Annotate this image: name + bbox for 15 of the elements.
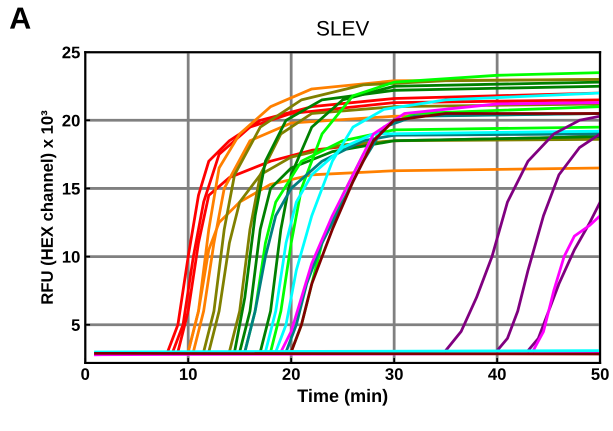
y-tick-label: 25 — [62, 46, 80, 58]
x-tick-label: 0 — [81, 368, 90, 380]
x-tick-label: 50 — [591, 368, 609, 380]
y-tick-label: 5 — [72, 319, 80, 331]
y-axis-title: RFU (HEX channel) x 10³ — [40, 110, 56, 304]
y-tick-label: 15 — [62, 183, 80, 195]
x-tick-label: 10 — [180, 368, 197, 380]
x-tick-label: 40 — [488, 368, 506, 380]
x-tick-label: 20 — [282, 368, 300, 380]
x-axis-title: Time (min) — [297, 388, 388, 406]
chart-title: SLEV — [316, 20, 370, 36]
text: A — [10, 8, 30, 29]
y-tick-label: 20 — [62, 114, 80, 126]
y-tick-label: 10 — [62, 250, 80, 263]
x-tick-label: 30 — [385, 368, 403, 380]
